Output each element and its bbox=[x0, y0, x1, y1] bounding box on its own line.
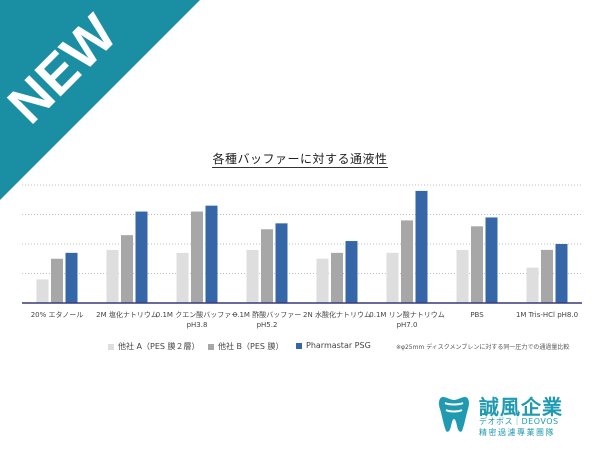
bar-b bbox=[261, 229, 273, 303]
category-label: 0.1M クエン酸バッファー bbox=[156, 310, 238, 319]
legend: 他社 A（PES 膜２層） 他社 B（PES 膜） Pharmastar PSG… bbox=[108, 341, 588, 353]
bar-b bbox=[471, 226, 483, 303]
bar-b bbox=[541, 249, 553, 303]
bar-a bbox=[316, 258, 329, 303]
bar-a bbox=[36, 279, 49, 303]
legend-item-a: 他社 A（PES 膜２層） bbox=[108, 341, 200, 352]
chart-title-text: 各種バッファーに対する通液性 bbox=[212, 152, 388, 168]
logo-subtitle: デオボス｜DEOVOS bbox=[479, 417, 559, 426]
category-label: PBS bbox=[470, 311, 484, 319]
category-label: 1M Tris-HCl pH8.0 bbox=[516, 311, 578, 319]
bar-b bbox=[51, 258, 63, 303]
bar-b bbox=[191, 211, 203, 303]
bar-b bbox=[331, 252, 343, 303]
bar-a bbox=[526, 267, 539, 303]
chart-title: 各種バッファーに対する通液性 bbox=[0, 150, 600, 168]
bar-a bbox=[456, 249, 469, 303]
bar-c bbox=[275, 223, 288, 303]
bar-a bbox=[246, 249, 259, 303]
legend-swatch-a bbox=[108, 343, 114, 350]
category-label: 2N 水酸化ナトリウム bbox=[303, 310, 371, 319]
bar-a bbox=[386, 252, 399, 303]
tooth-logo-icon bbox=[439, 397, 469, 432]
category-label: pH5.2 bbox=[257, 321, 278, 329]
chart-note: ※φ25mm ディスクメンブレンに対する同一圧力での通過量比較 bbox=[396, 344, 570, 351]
logo-name: 誠風企業 bbox=[479, 395, 563, 419]
bar-c bbox=[205, 205, 218, 303]
legend-label-b: 他社 B（PES 膜） bbox=[218, 342, 284, 351]
bar-a bbox=[176, 252, 189, 303]
bar-c bbox=[135, 211, 148, 303]
bar-a bbox=[106, 249, 119, 303]
company-logo: 誠風企業 デオボス｜DEOVOS 精密過濾專業團隊 bbox=[437, 393, 577, 443]
category-label: pH3.8 bbox=[187, 321, 208, 329]
legend-item-c: Pharmastar PSG bbox=[296, 341, 371, 350]
bar-c bbox=[485, 217, 498, 303]
category-label: 0.1M リン酸ナトリウム bbox=[369, 310, 444, 319]
legend-swatch-b bbox=[208, 343, 214, 350]
bar-c bbox=[65, 252, 78, 303]
bar-b bbox=[401, 220, 413, 303]
category-label: 0.1M 酢酸バッファー bbox=[233, 310, 301, 319]
legend-label-c: Pharmastar PSG bbox=[306, 341, 371, 350]
bar-c bbox=[555, 244, 568, 303]
legend-swatch-c bbox=[296, 342, 302, 349]
category-label: 2M 塩化ナトリウム bbox=[96, 310, 158, 319]
bar-b bbox=[121, 235, 133, 303]
bar-c bbox=[415, 190, 428, 303]
logo-tagline: 精密過濾專業團隊 bbox=[479, 428, 555, 437]
category-label: pH7.0 bbox=[397, 321, 418, 329]
category-label: 20% エタノール bbox=[31, 310, 84, 319]
legend-label-a: 他社 A（PES 膜２層） bbox=[118, 342, 200, 351]
bar-c bbox=[345, 241, 358, 303]
legend-item-b: 他社 B（PES 膜） bbox=[208, 341, 284, 352]
